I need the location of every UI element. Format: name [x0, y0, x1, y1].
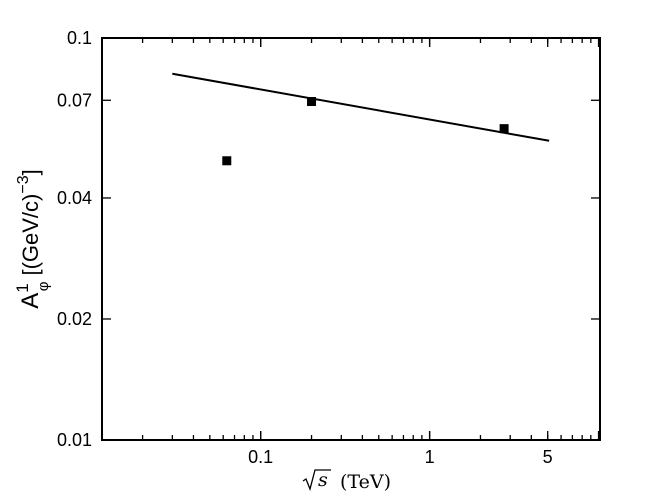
plot-frame — [101, 37, 601, 441]
y-tick-label: 0.02 — [57, 309, 92, 329]
xlabel-unit: (TeV) — [340, 471, 391, 493]
sqrt-sign — [302, 469, 331, 492]
ylabel-sup: 1 — [13, 283, 32, 292]
ylabel-unit: [(GeV/c) — [18, 194, 43, 276]
x-tick-label: 0.1 — [248, 447, 273, 467]
y-axis-label: A1 φ [(GeV/c)−3] — [13, 169, 52, 309]
y-tick-label: 0.07 — [57, 90, 92, 110]
y-tick-label: 0.04 — [57, 188, 92, 208]
data-point — [222, 156, 232, 166]
y-tick-label: 0.01 — [57, 430, 92, 450]
fit-line — [172, 72, 550, 142]
data-point — [307, 97, 317, 107]
ylabel-close: ] — [18, 169, 43, 175]
x-axis-label: s (TeV) — [302, 469, 391, 493]
xlabel-symbol: s — [318, 469, 328, 491]
ticks — [102, 37, 600, 441]
data-points — [222, 97, 509, 166]
ylabel-main: A — [17, 293, 44, 309]
y-tick-label: 0.1 — [67, 28, 92, 48]
data-point — [499, 124, 509, 134]
x-tick-label: 5 — [543, 447, 553, 467]
ylabel-unit-exp: −3 — [15, 175, 32, 193]
tick-labels: 0.1 1 5 0.01 0.02 0.04 0.07 0.1 — [57, 28, 553, 467]
ylabel-sub: φ — [35, 281, 52, 291]
x-tick-label: 1 — [425, 447, 435, 467]
